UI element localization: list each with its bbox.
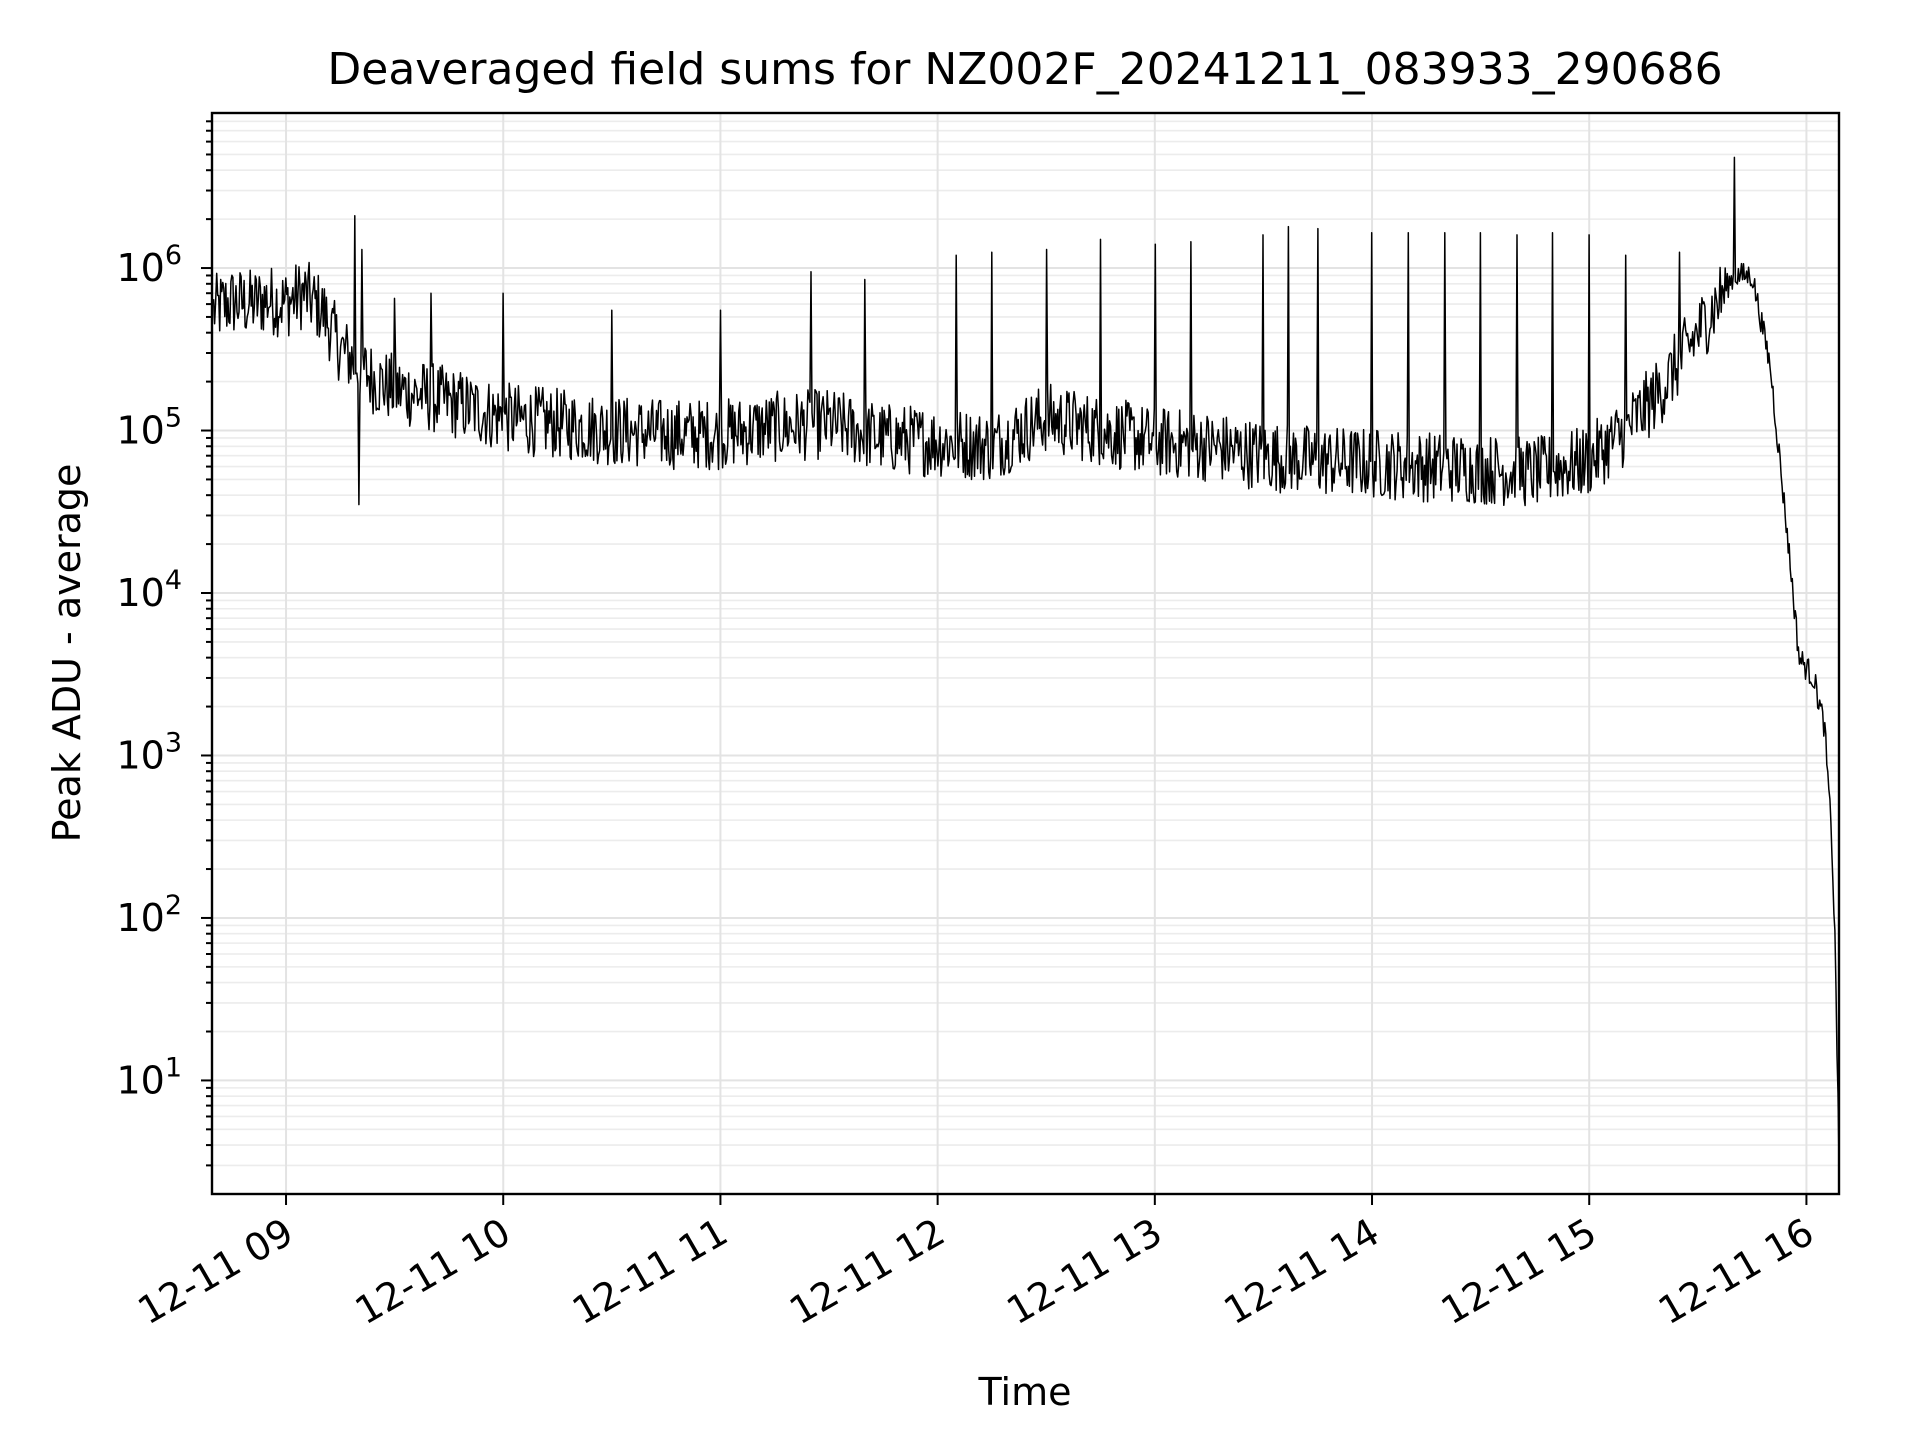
- x-tick-label: 12-11 12: [782, 1210, 952, 1334]
- y-tick-label: 101: [116, 1052, 182, 1102]
- y-tick-label: 103: [116, 727, 182, 777]
- y-tick-exponent: 5: [165, 403, 182, 434]
- plot-frame: [210, 111, 1841, 1196]
- grid: [212, 113, 1839, 1194]
- x-tick-label: 12-11 09: [131, 1210, 301, 1334]
- x-tick-label: 12-11 15: [1434, 1210, 1604, 1334]
- x-tick-label: 12-11 13: [999, 1210, 1169, 1334]
- y-tick-exponent: 2: [165, 890, 182, 921]
- y-tick-exponent: 6: [165, 240, 182, 271]
- y-tick-label: 106: [116, 240, 182, 290]
- x-axis: 12-11 09 12-11 10 12-11 11 12-11 12 12-11 13…: [131, 1194, 1821, 1333]
- y-tick-exponent: 3: [165, 727, 182, 758]
- y-tick-label: 105: [116, 403, 182, 453]
- x-tick-label: 12-11 10: [348, 1210, 518, 1334]
- x-tick-label: 12-11 16: [1651, 1210, 1821, 1334]
- x-axis-label: Time: [978, 1370, 1072, 1414]
- y-tick-label: 102: [116, 890, 182, 940]
- y-axis-label: Peak ADU - average: [45, 464, 89, 843]
- series-line: [212, 156, 1840, 1163]
- y-tick-label: 104: [116, 565, 182, 615]
- y-axis: 101 102 103 104 105 106: [116, 120, 212, 1167]
- x-tick-label: 12-11 14: [1217, 1210, 1387, 1334]
- series-layer: [212, 156, 1840, 1163]
- chart-title: Deaveraged field sums for NZ002F_2024121…: [327, 44, 1722, 95]
- y-tick-exponent: 4: [165, 565, 182, 596]
- y-tick-exponent: 1: [165, 1052, 182, 1083]
- x-tick-label: 12-11 11: [565, 1210, 735, 1334]
